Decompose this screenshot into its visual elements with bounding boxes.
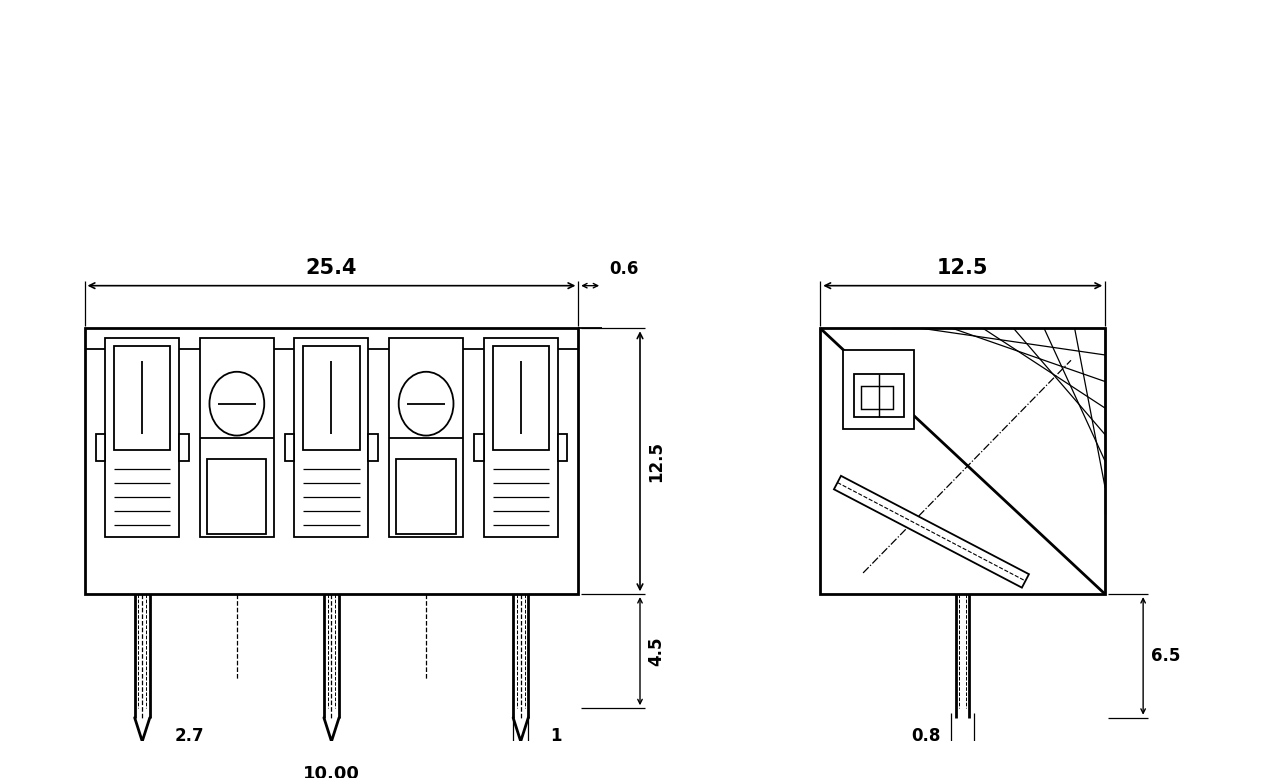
Bar — [84, 328, 579, 594]
Bar — [105, 338, 179, 538]
Bar — [207, 459, 266, 534]
Text: 4.5: 4.5 — [648, 636, 666, 666]
Bar — [844, 349, 914, 429]
Text: 0.8: 0.8 — [911, 727, 941, 745]
Polygon shape — [835, 476, 1029, 587]
Text: 12.5: 12.5 — [937, 258, 988, 278]
Text: 0.6: 0.6 — [609, 260, 639, 278]
Text: 10.00: 10.00 — [303, 765, 360, 778]
Text: 25.4: 25.4 — [306, 258, 357, 278]
Bar — [861, 386, 893, 409]
Bar — [294, 338, 369, 538]
Bar — [179, 433, 188, 461]
Bar — [200, 338, 274, 538]
Bar — [303, 346, 360, 450]
Bar — [96, 433, 105, 461]
Bar — [558, 433, 567, 461]
Text: 12.5: 12.5 — [648, 441, 666, 482]
Bar — [369, 433, 378, 461]
Bar — [820, 328, 1105, 594]
Text: 6.5: 6.5 — [1151, 647, 1180, 665]
Bar — [493, 346, 549, 450]
Text: 2.7: 2.7 — [175, 727, 205, 745]
Bar — [285, 433, 294, 461]
Bar — [474, 433, 484, 461]
Bar — [854, 373, 904, 418]
Bar — [397, 459, 456, 534]
Bar — [484, 338, 558, 538]
Bar — [114, 346, 170, 450]
Bar — [389, 338, 463, 538]
Text: 1: 1 — [550, 727, 562, 745]
